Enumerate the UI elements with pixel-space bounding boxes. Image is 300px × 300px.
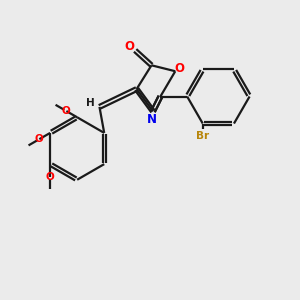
Text: O: O <box>125 40 135 53</box>
Text: O: O <box>62 106 71 116</box>
Text: O: O <box>35 134 44 144</box>
Text: Br: Br <box>196 131 209 141</box>
Text: N: N <box>147 113 157 126</box>
Text: O: O <box>46 172 55 182</box>
Text: O: O <box>174 62 184 75</box>
Text: H: H <box>86 98 95 108</box>
